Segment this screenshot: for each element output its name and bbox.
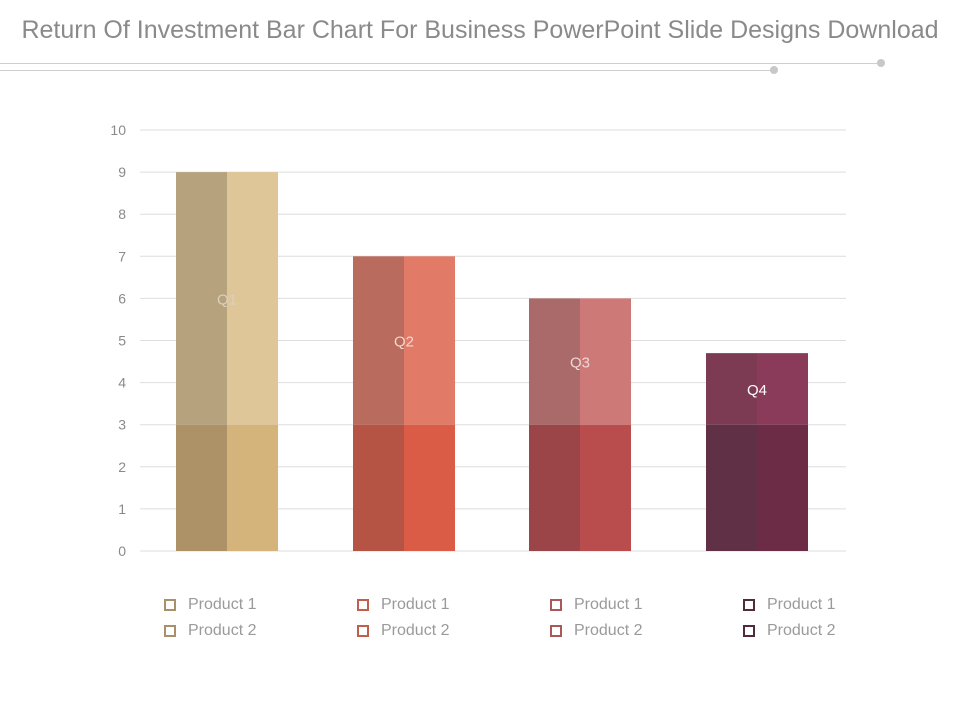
y-tick-label: 6 bbox=[118, 290, 126, 306]
legend-label: Product 1 bbox=[574, 596, 643, 613]
legend-swatch bbox=[164, 599, 176, 611]
legend-swatch bbox=[357, 625, 369, 637]
bar-q2-product-2-right bbox=[404, 256, 455, 425]
bar-label: Q2 bbox=[394, 334, 414, 351]
legend-item: Product 2 bbox=[550, 618, 700, 644]
header-rule-dot-left bbox=[770, 66, 778, 74]
legend-label: Product 1 bbox=[381, 596, 450, 613]
bar-q1-product-2-left bbox=[176, 172, 227, 425]
legend-label: Product 1 bbox=[188, 596, 257, 613]
legend-item: Product 2 bbox=[164, 618, 314, 644]
legend-item: Product 1 bbox=[743, 592, 893, 618]
bar-q3-product-2-right bbox=[580, 298, 631, 425]
legend-q3: Product 1 Product 2 bbox=[550, 592, 700, 644]
slide-title: Return Of Investment Bar Chart For Busin… bbox=[21, 16, 939, 44]
legend-q1: Product 1 Product 2 bbox=[164, 592, 314, 644]
legend-item: Product 2 bbox=[743, 618, 893, 644]
bar-q1-product-2-right bbox=[227, 172, 278, 425]
y-tick-label: 4 bbox=[118, 375, 126, 391]
y-tick-label: 3 bbox=[118, 417, 126, 433]
y-tick-label: 10 bbox=[110, 122, 126, 138]
bar-q3-product-1-right bbox=[580, 424, 631, 551]
bar-q4-product-2-right bbox=[757, 353, 808, 425]
bar-q2-product-1-right bbox=[404, 424, 455, 551]
legend-swatch bbox=[164, 625, 176, 637]
y-tick-label: 8 bbox=[118, 206, 126, 222]
legend-label: Product 2 bbox=[574, 622, 643, 639]
bar-q1-product-1-left bbox=[176, 424, 227, 551]
y-tick-label: 2 bbox=[118, 459, 126, 475]
bar-label: Q3 bbox=[570, 355, 590, 372]
legend-swatch bbox=[550, 599, 562, 611]
legend-item: Product 1 bbox=[550, 592, 700, 618]
legend-item: Product 1 bbox=[164, 592, 314, 618]
legend-label: Product 1 bbox=[767, 596, 836, 613]
y-tick-label: 9 bbox=[118, 164, 126, 180]
y-tick-label: 7 bbox=[118, 248, 126, 264]
legend-swatch bbox=[743, 599, 755, 611]
legend-swatch bbox=[550, 625, 562, 637]
bar-label: Q1 bbox=[217, 291, 237, 308]
bar-q2-product-1-left bbox=[353, 424, 404, 551]
legend-label: Product 2 bbox=[767, 622, 836, 639]
legend-item: Product 1 bbox=[357, 592, 507, 618]
legend-item: Product 2 bbox=[357, 618, 507, 644]
bar-q4-product-1-right bbox=[757, 424, 808, 551]
legend-q2: Product 1 Product 2 bbox=[357, 592, 507, 644]
header-rule-bottom bbox=[0, 70, 774, 71]
bar-q4-product-1-left bbox=[706, 424, 757, 551]
header-rule-top bbox=[0, 63, 881, 64]
bar-q3-product-2-left bbox=[529, 298, 580, 425]
legend-q4: Product 1 Product 2 bbox=[743, 592, 893, 644]
legend-label: Product 2 bbox=[188, 622, 257, 639]
y-tick-label: 0 bbox=[118, 543, 126, 559]
legend-label: Product 2 bbox=[381, 622, 450, 639]
bar-q2-product-2-left bbox=[353, 256, 404, 425]
y-tick-label: 5 bbox=[118, 333, 126, 349]
bar-q1-product-1-right bbox=[227, 424, 278, 551]
header-rule-dot-right bbox=[877, 59, 885, 67]
bar-label: Q4 bbox=[747, 382, 767, 399]
bar-q3-product-1-left bbox=[529, 424, 580, 551]
y-tick-label: 1 bbox=[118, 501, 126, 517]
legend-swatch bbox=[743, 625, 755, 637]
legend-swatch bbox=[357, 599, 369, 611]
bar-q4-product-2-left bbox=[706, 353, 757, 425]
